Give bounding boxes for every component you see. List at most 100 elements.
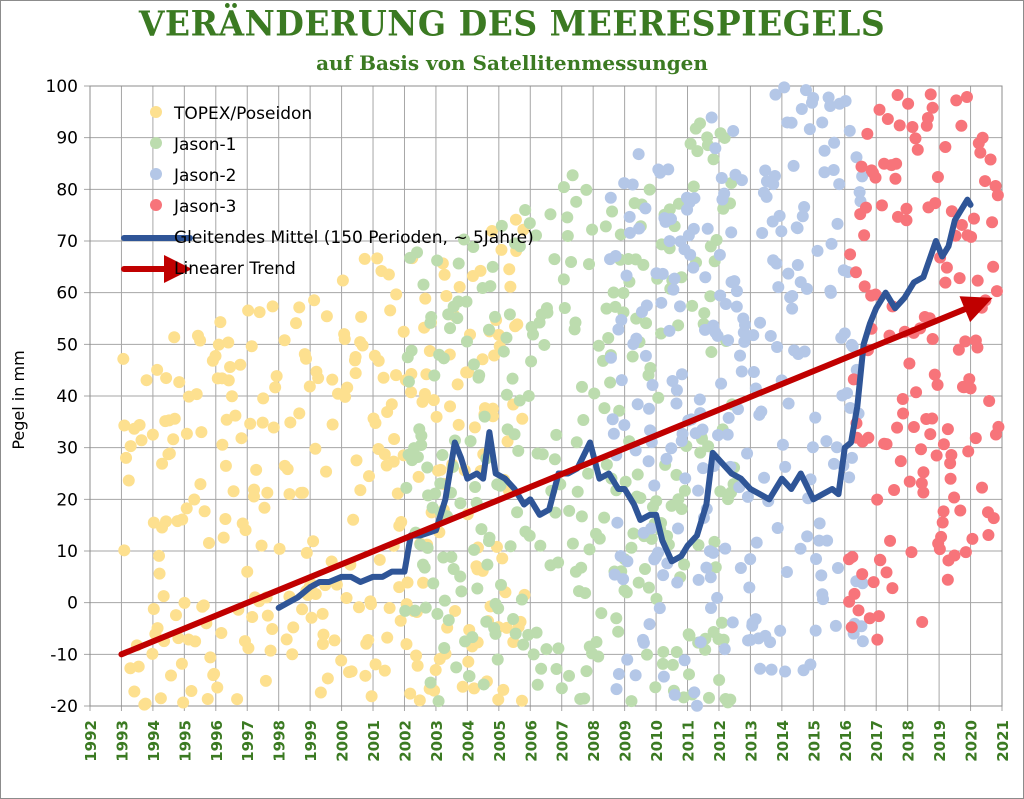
scatter-point-jason-1 — [640, 648, 653, 661]
scatter-point-topex-poseidon — [217, 531, 230, 544]
scatter-point-jason-1 — [467, 358, 480, 371]
scatter-point-jason-1 — [411, 246, 424, 259]
scatter-point-jason-1 — [557, 273, 570, 286]
scatter-point-jason-1 — [519, 204, 532, 217]
scatter-point-jason-2 — [617, 573, 630, 586]
scatter-point-jason-1 — [686, 299, 699, 312]
scatter-point-jason-2 — [782, 397, 795, 410]
scatter-point-jason-2 — [694, 636, 707, 649]
scatter-point-jason-2 — [692, 484, 705, 497]
scatter-point-jason-1 — [482, 323, 495, 336]
scatter-point-jason-3 — [872, 610, 885, 623]
scatter-point-jason-2 — [829, 619, 842, 632]
scatter-point-topex-poseidon — [266, 622, 279, 635]
scatter-point-topex-poseidon — [214, 316, 227, 329]
scatter-point-jason-1 — [595, 607, 608, 620]
scatter-point-jason-1 — [569, 316, 582, 329]
scatter-point-jason-3 — [889, 172, 902, 185]
scatter-point-jason-2 — [648, 479, 661, 492]
scatter-point-jason-1 — [579, 587, 592, 600]
scatter-point-jason-2 — [663, 324, 676, 337]
scatter-point-jason-2 — [824, 100, 837, 113]
scatter-point-jason-1 — [575, 561, 588, 574]
scatter-point-jason-1 — [419, 601, 432, 614]
scatter-point-jason-2 — [786, 289, 799, 302]
scatter-point-jason-3 — [966, 532, 979, 545]
scatter-point-topex-poseidon — [377, 371, 390, 384]
scatter-point-jason-1 — [402, 375, 415, 388]
scatter-point-topex-poseidon — [287, 621, 300, 634]
scatter-point-jason-2 — [827, 457, 840, 470]
scatter-point-jason-2 — [624, 226, 637, 239]
scatter-point-jason-1 — [702, 691, 715, 704]
scatter-point-topex-poseidon — [202, 537, 215, 550]
scatter-point-jason-3 — [849, 266, 862, 279]
scatter-point-jason-1 — [536, 448, 549, 461]
scatter-point-topex-poseidon — [300, 352, 313, 365]
scatter-point-jason-3 — [893, 119, 906, 132]
scatter-point-topex-poseidon — [328, 634, 341, 647]
scatter-point-jason-2 — [726, 616, 739, 629]
scatter-point-jason-2 — [838, 327, 851, 340]
scatter-point-topex-poseidon — [173, 376, 186, 389]
scatter-point-jason-2 — [824, 286, 837, 299]
scatter-point-jason-3 — [990, 285, 1003, 298]
scatter-point-jason-2 — [727, 124, 740, 137]
scatter-point-topex-poseidon — [293, 301, 306, 314]
scatter-point-jason-3 — [933, 543, 946, 556]
scatter-point-jason-1 — [580, 665, 593, 678]
lines — [118, 196, 993, 658]
scatter-point-topex-poseidon — [153, 567, 166, 580]
scatter-point-topex-poseidon — [154, 692, 167, 705]
scatter-point-jason-3 — [846, 550, 859, 563]
scatter-point-jason-3 — [935, 530, 948, 543]
scatter-point-jason-1 — [694, 117, 707, 130]
scatter-point-jason-3 — [852, 604, 865, 617]
scatter-point-jason-3 — [967, 212, 980, 225]
scatter-point-jason-1 — [592, 339, 605, 352]
chart-title: VERÄNDERUNG DES MEERESPIEGELS — [138, 3, 886, 44]
scatter-point-jason-3 — [926, 412, 939, 425]
scatter-point-topex-poseidon — [401, 576, 414, 589]
scatter-point-jason-2 — [623, 210, 636, 223]
scatter-point-jason-1 — [409, 604, 422, 617]
scatter-point-jason-3 — [987, 512, 1000, 525]
scatter-point-topex-poseidon — [354, 484, 367, 497]
scatter-point-jason-3 — [959, 335, 972, 348]
scatter-point-topex-poseidon — [486, 402, 499, 415]
scatter-point-jason-2 — [820, 435, 833, 448]
scatter-point-jason-2 — [850, 151, 863, 164]
scatter-point-jason-3 — [982, 529, 995, 542]
scatter-point-jason-2 — [705, 111, 718, 124]
scatter-point-jason-1 — [672, 319, 685, 332]
scatter-point-jason-1 — [478, 410, 491, 423]
scatter-point-jason-1 — [715, 616, 728, 629]
scatter-point-jason-3 — [909, 132, 922, 145]
scatter-point-topex-poseidon — [395, 515, 408, 528]
scatter-point-jason-1 — [580, 183, 593, 196]
scatter-point-topex-poseidon — [270, 370, 283, 383]
scatter-point-jason-2 — [714, 289, 727, 302]
scatter-point-jason-2 — [653, 602, 666, 615]
scatter-point-jason-1 — [600, 458, 613, 471]
scatter-point-jason-1 — [540, 302, 553, 315]
scatter-point-jason-2 — [856, 635, 869, 648]
scatter-point-jason-3 — [896, 392, 909, 405]
scatter-point-jason-2 — [831, 562, 844, 575]
scatter-point-jason-1 — [531, 678, 544, 691]
scatter-point-jason-1 — [538, 338, 551, 351]
scatter-point-jason-2 — [722, 334, 735, 347]
scatter-point-topex-poseidon — [204, 651, 217, 664]
scatter-point-jason-3 — [907, 420, 920, 433]
x-tick-label: 1995 — [176, 720, 194, 762]
scatter-point-jason-3 — [928, 368, 941, 381]
x-tick-label: 2005 — [491, 720, 509, 762]
scatter-point-jason-2 — [663, 235, 676, 248]
scatter-point-jason-1 — [494, 478, 507, 491]
scatter-point-jason-2 — [778, 81, 791, 94]
scatter-point-jason-2 — [770, 257, 783, 270]
scatter-point-jason-1 — [638, 563, 651, 576]
scatter-point-topex-poseidon — [266, 300, 279, 313]
scatter-point-topex-poseidon — [198, 505, 211, 518]
scatter-point-jason-1 — [704, 290, 717, 303]
